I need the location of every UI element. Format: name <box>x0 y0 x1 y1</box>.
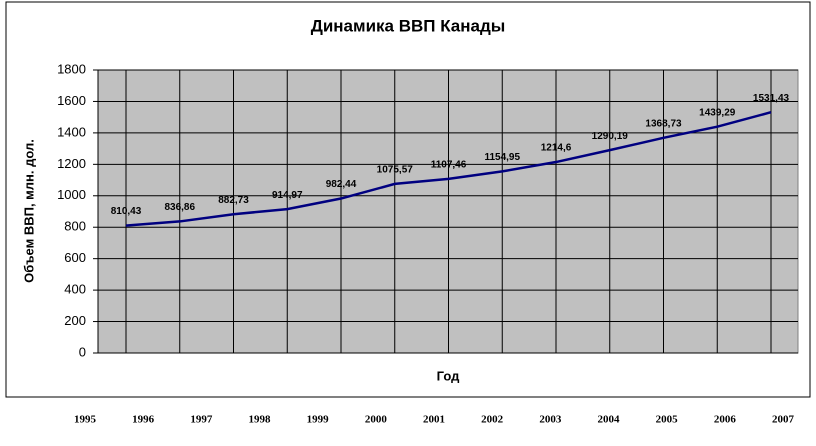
data-label: 836,86 <box>164 202 195 213</box>
x-tick-label: 2001 <box>423 414 445 426</box>
y-tick-label: 800 <box>64 219 86 234</box>
x-tick-label: 1999 <box>307 414 330 426</box>
y-tick-label: 1600 <box>57 93 86 108</box>
data-line <box>125 111 772 227</box>
y-tick-label: 1400 <box>57 124 86 139</box>
data-label: 1214,6 <box>541 143 572 154</box>
data-label: 1439,29 <box>699 107 736 118</box>
data-label: 1531,43 <box>753 93 790 104</box>
data-label: 1368,73 <box>645 118 682 129</box>
y-tick-label: 1000 <box>57 187 86 202</box>
y-tick-label: 1800 <box>57 61 86 76</box>
y-tick-label: 1200 <box>57 156 86 171</box>
x-tick-label: 2000 <box>365 414 388 426</box>
x-tick-label: 2007 <box>772 414 795 426</box>
x-tick-label: 2005 <box>656 414 679 426</box>
data-label: 882,73 <box>218 195 249 206</box>
x-tick-label: 1995 <box>74 414 97 426</box>
data-label: 1107,46 <box>431 160 467 171</box>
x-tick-label: 1998 <box>249 414 272 426</box>
data-label: 982,44 <box>326 179 357 190</box>
data-label: 1075,57 <box>377 165 414 176</box>
chart-title: Динамика ВВП Канады <box>311 16 506 35</box>
y-tick-label: 200 <box>64 313 86 328</box>
x-axis-title: Год <box>437 368 460 383</box>
data-label: 1290,19 <box>592 131 629 142</box>
y-tick-label: 0 <box>79 344 86 359</box>
x-tick-label: 2004 <box>598 414 621 426</box>
data-label: 914,97 <box>272 190 303 201</box>
y-tick-label: 400 <box>64 282 86 297</box>
x-tick-label: 1997 <box>190 414 213 426</box>
x-tick-label: 2002 <box>481 414 504 426</box>
x-tick-label: 2003 <box>539 414 562 426</box>
y-axis-title: Объем ВВП, млн. дол. <box>21 139 36 283</box>
y-tick-label: 600 <box>64 250 86 265</box>
x-tick-label: 2006 <box>714 414 737 426</box>
data-label: 810,43 <box>111 206 142 217</box>
x-tick-label: 1996 <box>132 414 155 426</box>
data-label: 1154,95 <box>484 152 520 163</box>
